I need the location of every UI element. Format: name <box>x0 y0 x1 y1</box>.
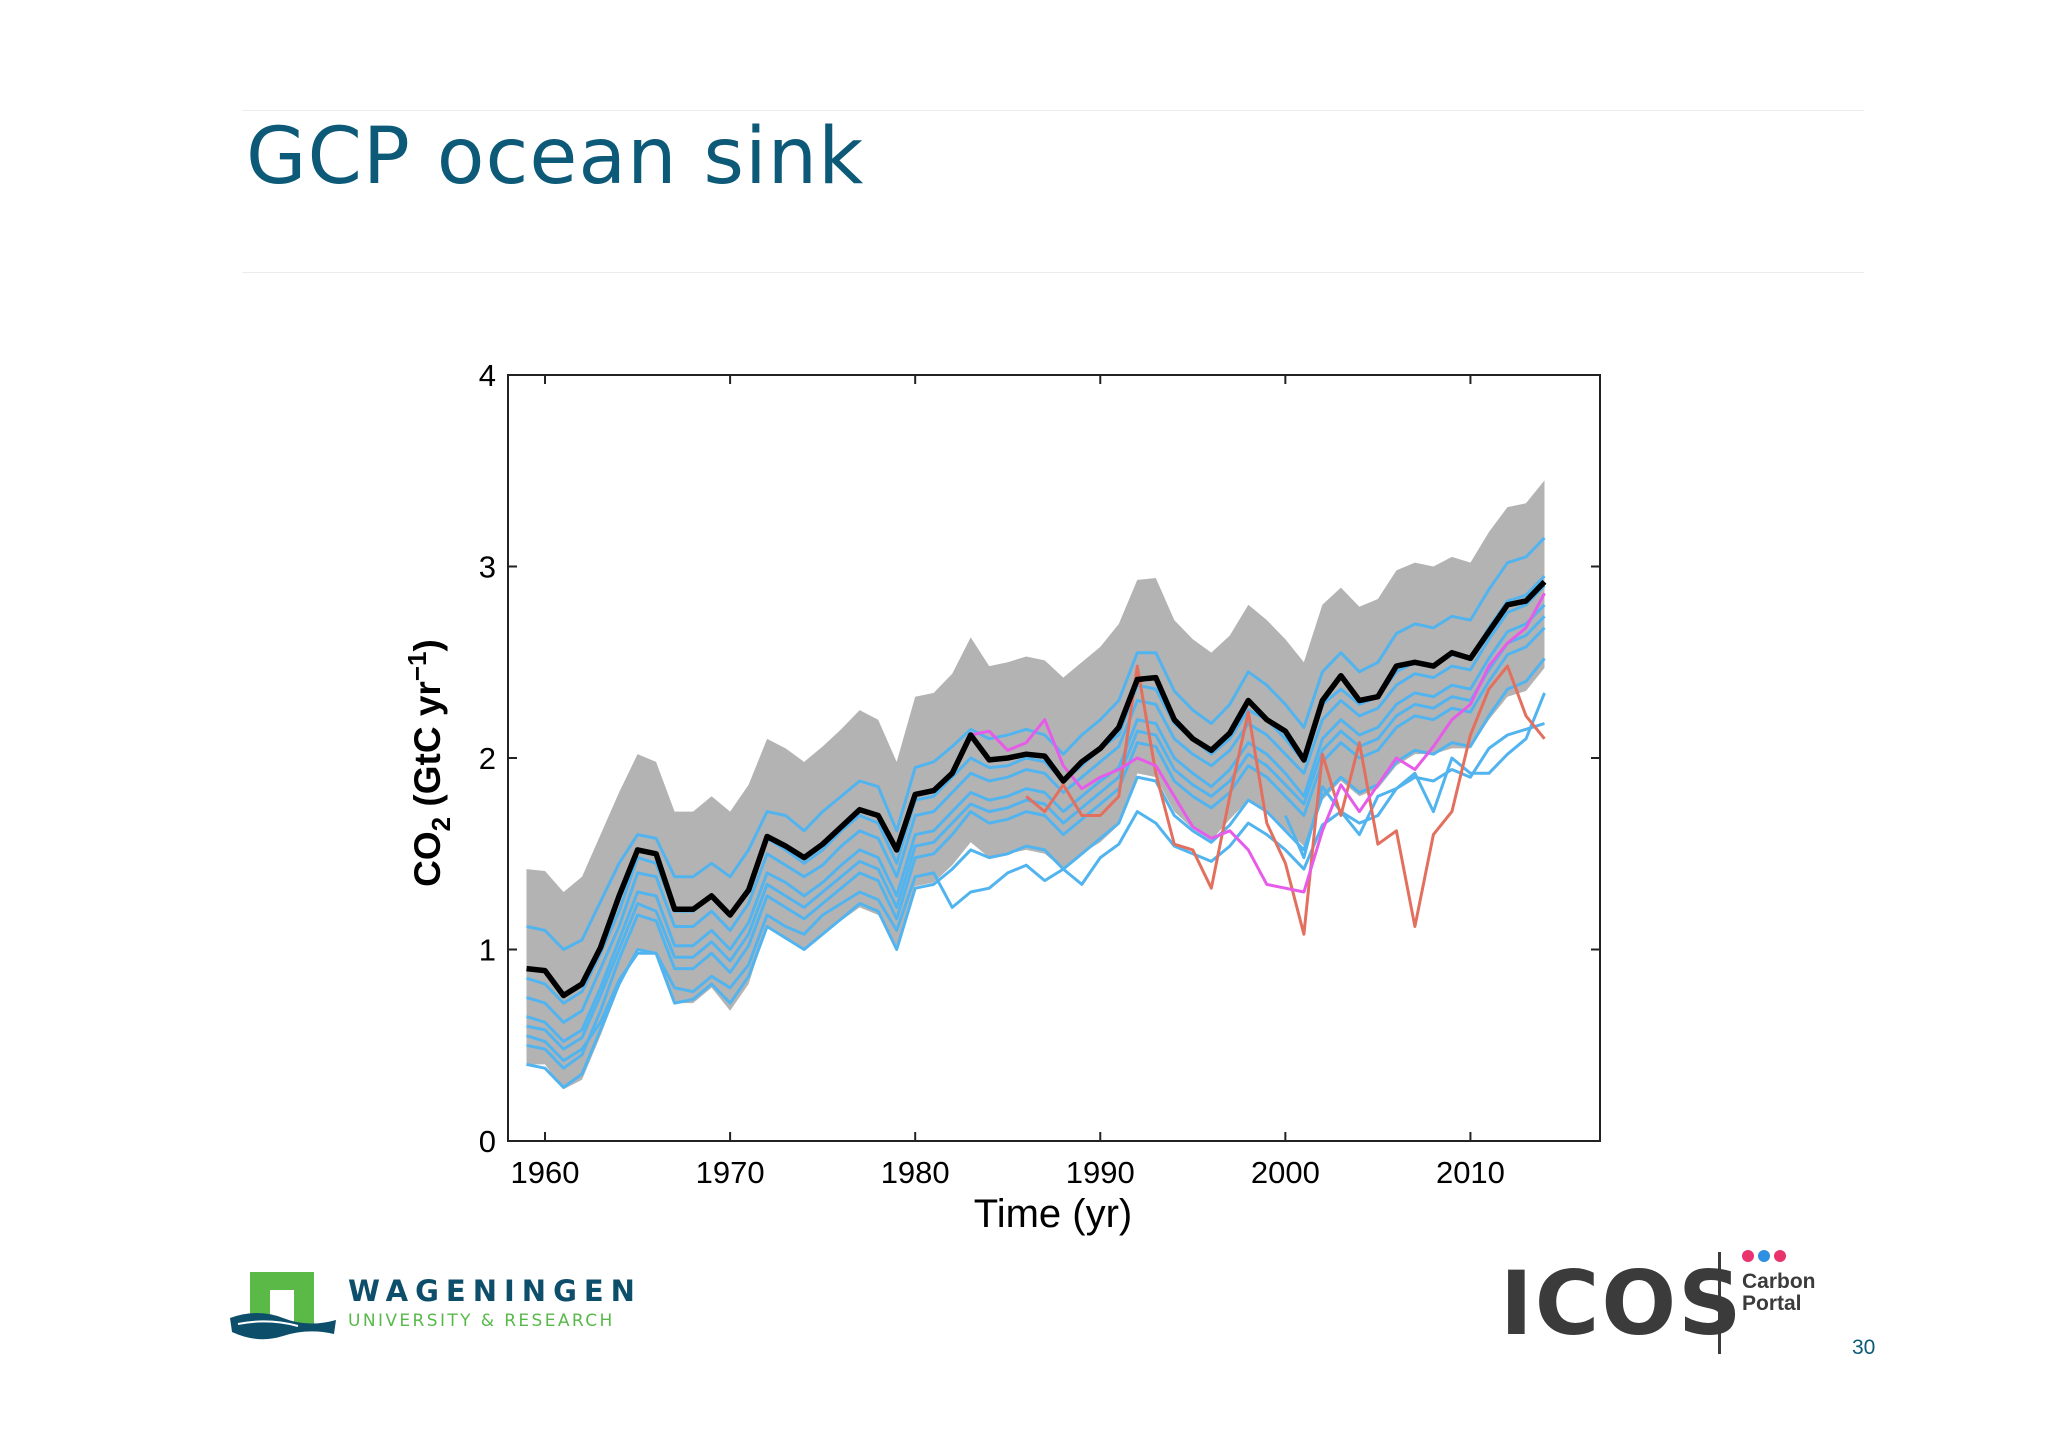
data-product-series-line-9 <box>1025 664 1546 936</box>
x-tick-label: 1960 <box>511 1155 580 1190</box>
icos-logo-text: ICOS <box>1500 1252 1744 1355</box>
model-series-line-7 <box>526 722 1545 1063</box>
model-series-line-8 <box>1284 692 1546 860</box>
uncertainty-band <box>526 480 1545 1090</box>
x-tick-label: 1970 <box>696 1155 765 1190</box>
icos-dot-icon <box>1742 1250 1754 1262</box>
icos-dot-icon <box>1774 1250 1786 1262</box>
icos-carbon-label: Carbon <box>1742 1270 1816 1293</box>
x-tick-label: 2000 <box>1251 1155 1320 1190</box>
x-axis-label: Time (yr) <box>974 1192 1132 1236</box>
wur-logo-subtitle: UNIVERSITY & RESEARCH <box>348 1311 615 1331</box>
icos-dot-icon <box>1758 1250 1770 1262</box>
top-rule <box>242 110 1864 111</box>
wur-logo-name: WAGENINGEN <box>348 1274 642 1308</box>
magenta-series-line-10 <box>970 592 1546 894</box>
x-tick-label: 1990 <box>1066 1155 1135 1190</box>
y-tick-label: 1 <box>479 933 496 968</box>
x-tick-label: 1980 <box>881 1155 950 1190</box>
icos-portal-label: Portal <box>1742 1292 1802 1315</box>
model-series-line-3 <box>526 626 1546 1070</box>
page-number: 30 <box>1852 1336 1876 1359</box>
y-tick-label: 2 <box>479 741 496 776</box>
model-series-line-5 <box>526 584 1546 1024</box>
series-layer <box>526 536 1547 1089</box>
tick-layer: 1960 1970 1980 1990 2000 2010 0 1 2 3 4 <box>479 358 1600 1190</box>
y-tick-label: 0 <box>479 1124 496 1159</box>
wur-building-icon <box>230 1272 336 1340</box>
icos-separator <box>1718 1252 1721 1354</box>
title-rule <box>242 272 1864 273</box>
model-series-line-2 <box>526 603 1546 1043</box>
y-tick-label: 4 <box>479 358 496 393</box>
x-tick-label: 2010 <box>1436 1155 1505 1190</box>
budget-series-line-11 <box>526 579 1547 999</box>
model-series-line-4 <box>526 657 1546 1089</box>
y-tick-label: 3 <box>479 550 496 585</box>
uncertainty-band-layer <box>526 480 1545 1090</box>
y-axis-label: CO2 (GtC yr−1) <box>402 639 456 887</box>
slide-title: GCP ocean sink <box>246 112 865 202</box>
